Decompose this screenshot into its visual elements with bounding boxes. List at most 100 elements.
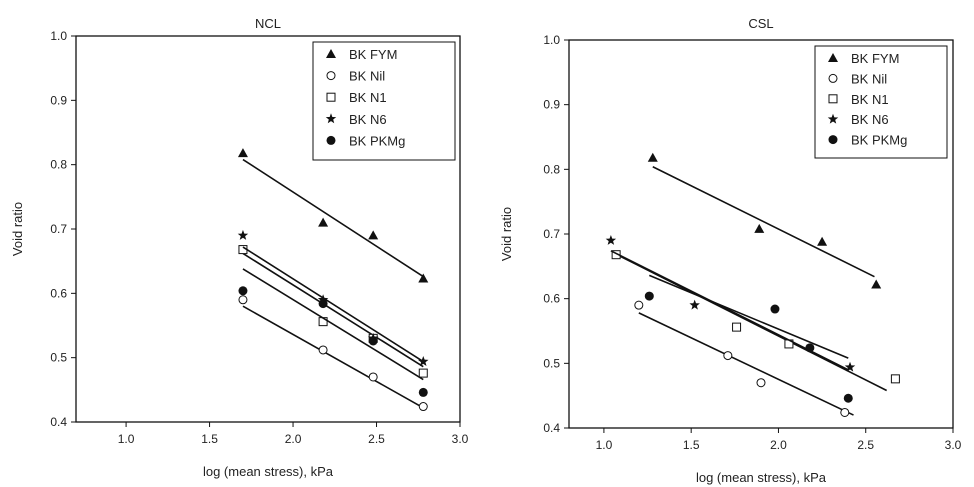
- csl-legend-label-bk-n1: BK N1: [851, 92, 889, 107]
- ncl-point-bk-fym: [368, 230, 379, 240]
- csl-y-tick-label: 0.7: [543, 227, 560, 241]
- ncl-point-bk-fym: [418, 273, 429, 283]
- ncl-x-tick-label: 2.5: [368, 432, 385, 446]
- csl-legend-marker-bk-fym: [828, 53, 838, 62]
- csl-legend-label-bk-pkmg: BK PKMg: [851, 133, 907, 148]
- csl-point-bk-nil: [634, 300, 644, 310]
- csl-legend-marker-bk-n6: [827, 113, 839, 124]
- csl-y-axis-label: Void ratio: [499, 207, 514, 261]
- csl-x-axis-label: log (mean stress), kPa: [696, 470, 827, 485]
- csl-point-bk-nil: [756, 378, 766, 388]
- csl-point-bk-fym: [647, 152, 658, 162]
- csl-legend-label-bk-fym: BK FYM: [851, 51, 899, 66]
- csl-x-tick-label: 1.5: [683, 438, 700, 452]
- csl-point-bk-n6: [844, 361, 856, 372]
- ncl-legend-marker-bk-n6: [325, 113, 337, 124]
- ncl-legend-label-bk-pkmg: BK PKMg: [349, 133, 405, 148]
- ncl-legend-marker-bk-fym: [326, 49, 336, 58]
- ncl-legend-label-bk-n6: BK N6: [349, 112, 387, 127]
- csl-chart-title: CSL: [748, 16, 773, 31]
- csl-point-bk-pkmg: [843, 393, 853, 403]
- ncl-y-tick-label: 0.5: [50, 351, 67, 365]
- csl-fit-line-bk-n1: [614, 252, 888, 392]
- ncl-legend-marker-bk-nil: [326, 71, 336, 81]
- csl-point-bk-fym: [817, 236, 828, 246]
- ncl-y-tick-label: 0.7: [50, 222, 67, 236]
- csl-point-bk-n6: [689, 299, 700, 310]
- csl-point-bk-pkmg: [805, 343, 815, 353]
- csl-point-bk-pkmg: [644, 291, 654, 301]
- ncl-x-tick-label: 3.0: [452, 432, 469, 446]
- csl-series-bk-n1: [611, 250, 900, 392]
- ncl-legend-box: [312, 41, 456, 161]
- csl-x-tick-label: 2.5: [857, 438, 874, 452]
- ncl-point-bk-nil: [238, 295, 248, 305]
- csl-legend: BK FYM BK Nil BK N1 BK N6 BK PKMg: [814, 45, 948, 159]
- csl-y-tick-label: 0.8: [543, 162, 560, 176]
- ncl-y-axis-label: Void ratio: [10, 202, 25, 256]
- ncl-point-bk-nil: [418, 402, 428, 412]
- ncl-point-bk-fym: [237, 148, 248, 158]
- csl-legend-label-bk-nil: BK Nil: [851, 71, 887, 86]
- ncl-chart-title: NCL: [255, 16, 281, 31]
- ncl-point-bk-nil: [368, 372, 378, 382]
- csl-point-bk-nil: [723, 351, 733, 361]
- ncl-fit-line-bk-n1: [242, 252, 424, 368]
- ncl-y-tick-label: 0.9: [50, 93, 67, 107]
- ncl-legend-marker-bk-n1: [326, 92, 336, 102]
- csl-series-bk-fym: [647, 152, 882, 289]
- csl-legend-marker-bk-pkmg: [828, 135, 838, 145]
- csl-y-tick-label: 0.4: [543, 421, 560, 435]
- ncl-x-axis-label: log (mean stress), kPa: [203, 464, 334, 479]
- csl-point-bk-pkmg: [770, 304, 780, 314]
- ncl-point-bk-fym: [318, 217, 329, 227]
- ncl-point-bk-pkmg: [318, 299, 328, 309]
- csl-y-tick-label: 1.0: [543, 33, 560, 47]
- csl-x-tick-label: 2.0: [770, 438, 787, 452]
- csl-point-bk-nil: [840, 407, 850, 417]
- ncl-fit-line-bk-nil: [242, 305, 424, 409]
- ncl-y-tick-label: 1.0: [50, 29, 67, 43]
- ncl-series-bk-nil: [238, 295, 428, 412]
- csl-point-bk-fym: [871, 279, 882, 289]
- ncl-x-tick-label: 1.0: [118, 432, 135, 446]
- csl-legend-marker-bk-nil: [828, 73, 838, 83]
- chart-csl: CSL log (mean stress), kPa Void ratio 1.0 1.…: [499, 16, 962, 485]
- ncl-fit-line-bk-fym: [242, 158, 424, 278]
- ncl-series-bk-pkmg: [238, 268, 428, 397]
- csl-legend-label-bk-n6: BK N6: [851, 112, 889, 127]
- ncl-x-tick-label: 1.5: [201, 432, 218, 446]
- csl-y-tick-label: 0.6: [543, 292, 560, 306]
- ncl-x-tick-label: 2.0: [285, 432, 302, 446]
- csl-series-bk-nil: [634, 300, 854, 417]
- csl-point-bk-n1: [732, 322, 742, 332]
- csl-series-bk-pkmg: [644, 274, 853, 403]
- csl-legend-marker-bk-n1: [828, 94, 838, 104]
- csl-point-bk-n6: [605, 234, 617, 245]
- ncl-point-bk-nil: [318, 345, 328, 355]
- ncl-y-tick-label: 0.4: [50, 415, 67, 429]
- csl-x-tick-label: 3.0: [945, 438, 962, 452]
- chart-ncl: NCL log (mean stress), kPa Void ratio 1.0 1.…: [10, 16, 469, 479]
- ncl-point-bk-n1: [418, 368, 428, 378]
- csl-x-tick-label: 1.0: [596, 438, 613, 452]
- ncl-fit-line-bk-pkmg: [242, 268, 424, 381]
- ncl-legend-label-bk-nil: BK Nil: [349, 69, 385, 84]
- csl-point-bk-n1: [890, 374, 900, 384]
- ncl-point-bk-n6: [418, 356, 429, 366]
- csl-y-tick-label: 0.9: [543, 98, 560, 112]
- ncl-y-tick-label: 0.6: [50, 286, 67, 300]
- ncl-legend: BK FYM BK Nil BK N1 BK N6 BK PKMg: [312, 41, 456, 161]
- csl-y-tick-label: 0.5: [543, 356, 560, 370]
- csl-fit-line-bk-nil: [638, 312, 854, 416]
- ncl-point-bk-pkmg: [418, 387, 428, 397]
- ncl-y-tick-label: 0.8: [50, 158, 67, 172]
- ncl-fit-line-bk-n6: [242, 246, 424, 363]
- csl-point-bk-fym: [754, 223, 765, 233]
- ncl-series-bk-n6: [237, 229, 429, 366]
- ncl-series-bk-fym: [237, 148, 429, 283]
- csl-fit-line-bk-pkmg: [648, 274, 849, 359]
- ncl-legend-marker-bk-pkmg: [326, 135, 336, 145]
- csl-fit-line-bk-fym: [652, 166, 875, 278]
